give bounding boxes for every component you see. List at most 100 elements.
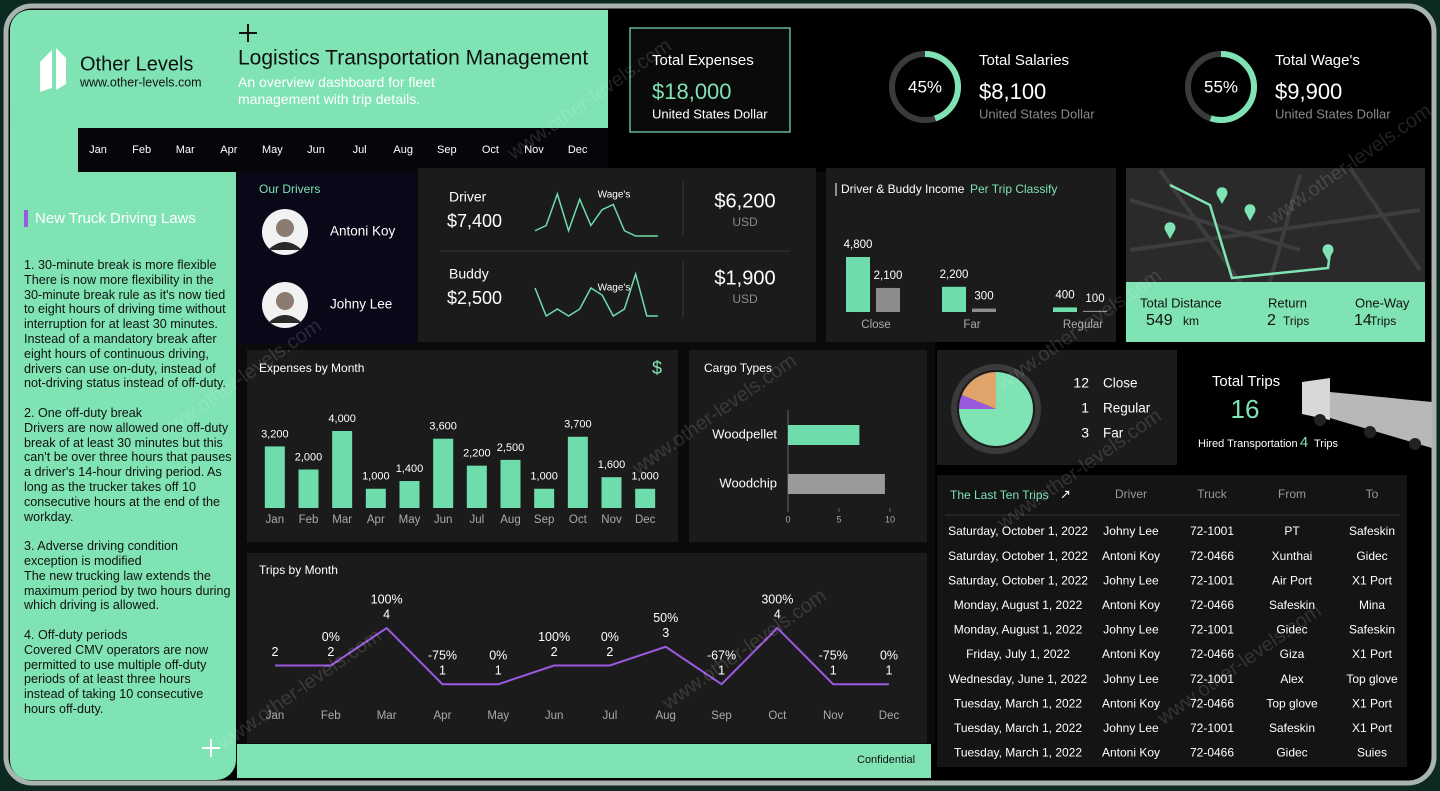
sparkline (534, 271, 658, 318)
bar-label: 1,400 (396, 463, 424, 475)
x-tick-label: Mar (332, 514, 352, 526)
driver-photo-body (268, 242, 302, 250)
laws-list: 1. 30-minute break is more flexible There… (24, 258, 234, 732)
month-filter[interactable]: Mar (176, 144, 195, 156)
table-cell: Tuesday, March 1, 2022 (954, 696, 1082, 710)
x-tick-label: Dec (635, 514, 656, 526)
law-text: There is now more flexibility in the 30-… (24, 272, 226, 391)
drivers-panel (238, 172, 416, 344)
table-cell: Friday, July 1, 2022 (966, 647, 1070, 661)
month-filter[interactable]: Nov (524, 144, 544, 156)
map-pin (1322, 244, 1334, 261)
law-title: 2. One off-duty break (24, 405, 143, 420)
table-panel (937, 475, 1407, 767)
x-tick-label: Far (963, 319, 980, 331)
table-cell: Suies (1357, 746, 1387, 760)
law-text: Covered CMV operators are now permitted … (24, 642, 209, 716)
point-label: 2 (272, 645, 279, 659)
table-icon[interactable]: ↗ (1060, 486, 1071, 501)
left-panel (10, 10, 236, 780)
month-filter[interactable]: Oct (482, 144, 499, 156)
table-cell: X1 Port (1352, 647, 1393, 661)
table-cell: 72-0466 (1190, 549, 1234, 563)
x-tick-label: Aug (500, 514, 520, 526)
bar (567, 436, 588, 508)
bar (332, 431, 353, 508)
kpi-ring (889, 51, 961, 123)
table-cell: 72-0466 (1190, 696, 1234, 710)
bar (1083, 310, 1107, 312)
chart-title: Trips by Month (259, 563, 338, 577)
month-filter[interactable]: Jun (307, 144, 325, 156)
month-filter[interactable]: May (262, 144, 283, 156)
bar-label: 1,000 (530, 471, 558, 483)
income-unit: USD (732, 215, 758, 229)
sparkline-title: Wage's (598, 190, 631, 201)
kpi-value: $9,900 (1275, 79, 1342, 104)
driver-photo-head (276, 219, 294, 237)
table-cell: Gidec (1276, 623, 1307, 637)
change-label: 0% (322, 630, 340, 644)
month-filter[interactable]: Apr (220, 144, 237, 156)
point-label: 1 (439, 664, 446, 678)
kpi-value: $18,000 (652, 79, 732, 104)
x-tick-label: 5 (836, 514, 841, 524)
income-role: Driver (449, 189, 487, 205)
x-tick-label: Oct (768, 710, 787, 722)
table-cell: Top glove (1346, 672, 1398, 686)
table-cell: Saturday, October 1, 2022 (948, 573, 1088, 587)
month-filter[interactable]: Dec (568, 144, 588, 156)
month-filter[interactable]: Jan (89, 144, 107, 156)
bar-label: 1,600 (598, 459, 626, 471)
truck-wheel (1409, 438, 1421, 450)
table-cell: X1 Port (1352, 696, 1393, 710)
table-cell: Antoni Koy (1102, 696, 1160, 710)
map-pin (1244, 204, 1256, 221)
hired-label: Hired Transportation (1198, 438, 1298, 450)
month-filter[interactable]: Feb (132, 144, 151, 156)
truck-wheel (1364, 426, 1376, 438)
x-tick-label: Sep (711, 710, 731, 722)
table-cell: Johny Lee (1103, 524, 1159, 538)
header-fill (200, 10, 608, 128)
month-filter[interactable]: Aug (393, 144, 413, 156)
table-cell: Top glove (1266, 696, 1318, 710)
bar (635, 488, 656, 508)
bar (788, 474, 885, 494)
x-tick-label: Close (861, 319, 890, 331)
kpi-unit: United States Dollar (652, 106, 768, 121)
table-cell: Giza (1280, 647, 1305, 661)
driver-name: Johny Lee (330, 297, 392, 312)
month-filter[interactable]: Jul (353, 144, 367, 156)
brand-url: www.other-levels.com (79, 75, 202, 89)
bar-label: 4,000 (328, 413, 356, 425)
bar (298, 469, 319, 508)
point-label: 2 (606, 645, 613, 659)
trips-panel (247, 553, 927, 743)
month-filter[interactable]: Sep (437, 144, 457, 156)
table-cell: 72-0466 (1190, 647, 1234, 661)
x-tick-label: Mar (377, 710, 397, 722)
column-header: From (1278, 487, 1306, 501)
table-cell: 72-0466 (1190, 598, 1234, 612)
law-title: 4. Off-duty periods (24, 627, 128, 642)
x-tick-label: 10 (885, 514, 895, 524)
sparkline-title: Wage's (598, 283, 631, 294)
table-cell: Johny Lee (1103, 573, 1159, 587)
point-label: 3 (662, 626, 669, 640)
change-label: 50% (653, 611, 678, 625)
x-tick-label: Nov (823, 710, 844, 722)
truck-cab (1302, 378, 1330, 420)
table-cell: 72-1001 (1190, 524, 1234, 538)
driver-photo-body (268, 315, 302, 323)
bar-label: 2,000 (295, 451, 323, 463)
x-tick-label: Jul (469, 514, 484, 526)
plus-icon (202, 739, 220, 757)
table-cell: Air Port (1272, 573, 1313, 587)
table-cell: Safeskin (1269, 721, 1315, 735)
table-cell: Monday, August 1, 2022 (954, 598, 1083, 612)
map-pin (1164, 222, 1176, 239)
kpi-value: $8,100 (979, 79, 1046, 104)
drivers-title: Our Drivers (259, 182, 320, 196)
x-tick-label: 0 (785, 514, 790, 524)
